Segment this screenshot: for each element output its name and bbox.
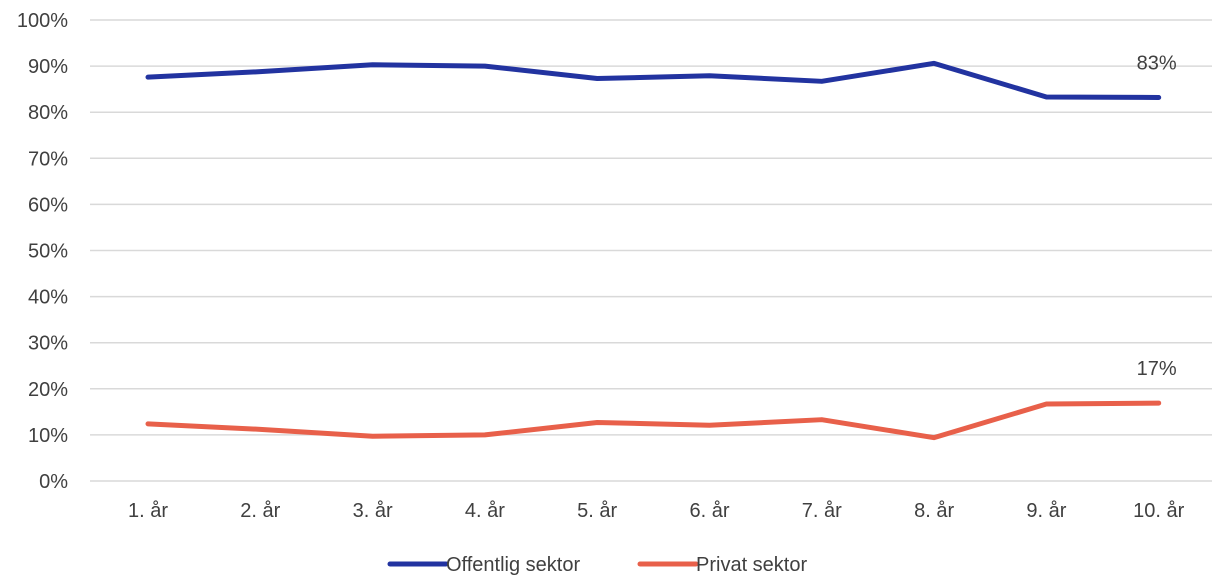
- y-tick-label: 90%: [28, 56, 68, 78]
- y-tick-label: 70%: [28, 148, 68, 170]
- x-tick-label: 1. år: [128, 500, 168, 522]
- x-tick-label: 2. år: [240, 500, 280, 522]
- y-axis-tick-labels: 0% 10% 20% 30% 40% 50% 60% 70% 80% 90% 100%: [17, 10, 68, 493]
- end-data-label: 17%: [1137, 358, 1177, 380]
- series-lines: [145, 60, 1162, 441]
- y-tick-label: 80%: [28, 102, 68, 124]
- gridlines: [90, 19, 1212, 482]
- end-data-label: 83%: [1137, 52, 1177, 74]
- y-tick-label: 60%: [28, 194, 68, 216]
- series-line-offentlig: [145, 60, 1162, 100]
- x-tick-label: 7. år: [802, 500, 842, 522]
- y-tick-label: 10%: [28, 425, 68, 447]
- data-labels: 83% 17%: [1137, 52, 1177, 380]
- series-line-privat: [145, 400, 1162, 441]
- x-tick-label: 8. år: [914, 500, 954, 522]
- x-axis-tick-labels: 1. år 2. år 3. år 4. år 5. år 6. år 7. år 8. år…: [128, 500, 1185, 522]
- y-tick-label: 40%: [28, 287, 68, 309]
- y-tick-label: 50%: [28, 241, 68, 263]
- x-tick-label: 6. år: [689, 500, 729, 522]
- y-tick-label: 30%: [28, 333, 68, 355]
- x-tick-label: 5. år: [577, 500, 617, 522]
- x-tick-label: 4. år: [465, 500, 505, 522]
- y-tick-label: 0%: [39, 471, 68, 493]
- y-tick-label: 20%: [28, 379, 68, 401]
- legend-label: Offentlig sektor: [446, 554, 580, 576]
- y-tick-label: 100%: [17, 10, 68, 32]
- legend-label: Privat sektor: [696, 554, 807, 576]
- x-tick-label: 10. år: [1133, 500, 1184, 522]
- x-tick-label: 3. år: [353, 500, 393, 522]
- x-tick-label: 9. år: [1026, 500, 1066, 522]
- legend: Offentlig sektor Privat sektor: [387, 554, 807, 576]
